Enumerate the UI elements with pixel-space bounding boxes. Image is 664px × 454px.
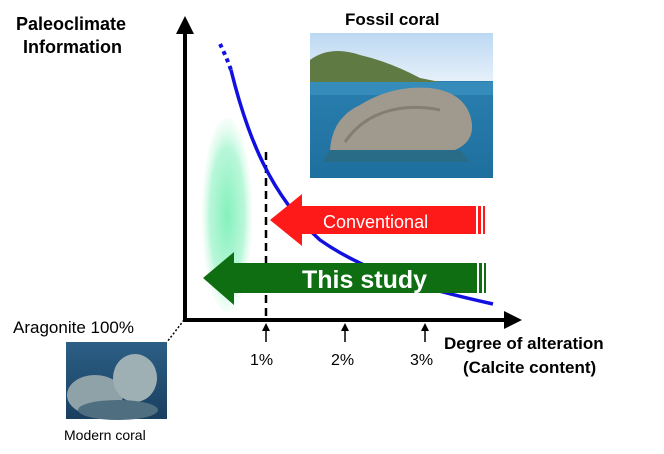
modern-coral-caption: Modern coral (64, 427, 146, 443)
conventional-label: Conventional (323, 212, 428, 232)
y-axis-label-line1: Paleoclimate (16, 14, 126, 34)
y-axis-arrowhead (176, 16, 194, 34)
fossil-coral-caption: Fossil coral (345, 10, 439, 29)
tick-2-percent: 2% (331, 352, 354, 369)
x-axis-arrowhead (504, 311, 522, 329)
x-axis-label-line2: (Calcite content) (463, 358, 596, 377)
up-arrow-icon (262, 323, 270, 342)
conventional-arrow (270, 194, 485, 246)
modern-coral-photo (66, 342, 167, 420)
tick-1-percent: 1% (250, 352, 273, 369)
this-study-label: This study (302, 266, 427, 294)
this-study-arrow (203, 252, 486, 305)
fossil-coral-photo (310, 33, 493, 178)
tick-3-percent: 3% (410, 352, 433, 369)
y-axis-label-line2: Information (23, 37, 122, 57)
origin-label: Aragonite 100% (13, 318, 134, 337)
alteration-curve-dotted (218, 43, 233, 71)
origin-connector (166, 319, 185, 343)
up-arrow-icon (421, 323, 429, 342)
x-axis-label-line1: Degree of alteration (444, 334, 604, 353)
up-arrow-icon (341, 323, 349, 342)
